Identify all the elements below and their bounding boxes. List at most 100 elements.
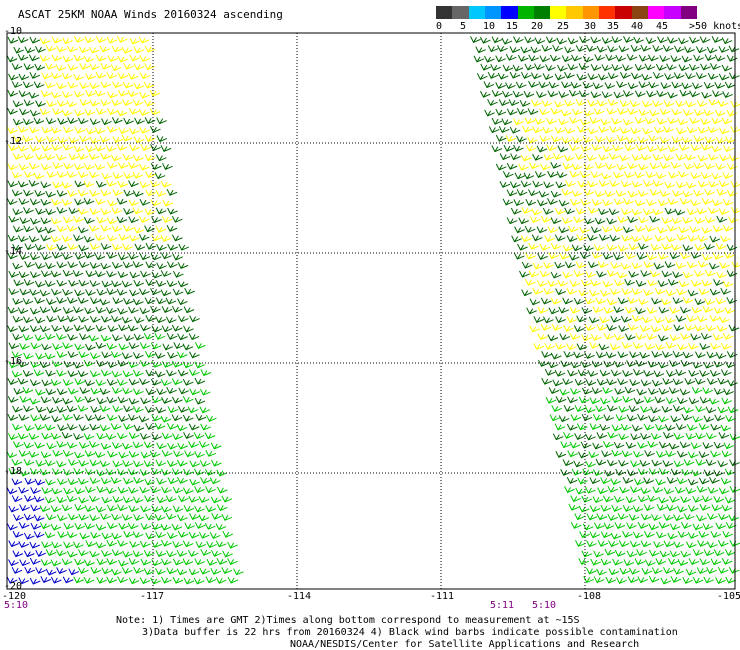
wind-barb bbox=[193, 577, 205, 585]
wind-barb bbox=[155, 531, 166, 539]
wind-barb bbox=[589, 117, 601, 124]
wind-barb bbox=[195, 541, 207, 549]
wind-barb bbox=[173, 450, 184, 458]
wind-barb bbox=[140, 397, 151, 405]
wind-barb bbox=[150, 199, 162, 207]
wind-barb bbox=[73, 215, 84, 223]
wind-barb bbox=[129, 37, 141, 45]
wind-barb bbox=[95, 107, 107, 115]
wind-barb bbox=[558, 306, 569, 314]
wind-barb bbox=[696, 567, 708, 575]
wind-barb bbox=[52, 343, 63, 350]
wind-barb bbox=[139, 198, 151, 206]
wind-barb bbox=[84, 36, 96, 44]
wind-barb bbox=[144, 45, 156, 53]
wind-barb bbox=[172, 486, 184, 494]
wind-barb bbox=[728, 324, 740, 332]
wind-barb bbox=[670, 468, 682, 476]
wind-barb bbox=[34, 280, 46, 288]
wind-barb bbox=[177, 442, 188, 450]
wind-barb bbox=[112, 405, 123, 413]
wind-barb bbox=[74, 395, 85, 403]
wind-barb bbox=[620, 262, 632, 270]
wind-barb bbox=[575, 207, 587, 215]
wind-barb bbox=[548, 252, 559, 260]
wind-barb bbox=[654, 396, 666, 404]
wind-barb bbox=[29, 397, 41, 405]
wind-barb bbox=[695, 72, 707, 80]
wind-barb bbox=[727, 406, 739, 414]
wind-barb bbox=[640, 153, 652, 161]
wind-barb bbox=[18, 325, 30, 333]
wind-barb bbox=[210, 567, 222, 575]
wind-barb bbox=[521, 289, 532, 297]
wind-barb bbox=[139, 342, 151, 350]
wind-barb bbox=[707, 72, 719, 80]
wind-barb bbox=[665, 235, 677, 243]
wind-barb bbox=[22, 386, 34, 394]
wind-barb bbox=[166, 460, 178, 468]
wind-barb bbox=[581, 414, 593, 421]
wind-barb bbox=[715, 522, 727, 530]
wind-barb bbox=[122, 460, 133, 468]
wind-barb bbox=[132, 99, 144, 106]
wind-barb bbox=[570, 198, 581, 206]
wind-barb bbox=[667, 278, 679, 286]
wind-barb bbox=[45, 298, 57, 306]
wind-barb bbox=[576, 73, 588, 81]
wind-barb bbox=[106, 504, 118, 512]
wind-barb bbox=[29, 271, 41, 279]
wind-barb bbox=[602, 280, 614, 288]
wind-barb bbox=[638, 81, 650, 89]
wind-barb bbox=[727, 379, 738, 387]
wind-barb bbox=[637, 136, 649, 144]
wind-barb bbox=[601, 91, 613, 99]
wind-barb bbox=[635, 280, 647, 287]
wind-barb bbox=[562, 244, 574, 252]
wind-barb bbox=[45, 262, 56, 270]
wind-barb bbox=[686, 423, 698, 431]
wind-barb bbox=[549, 414, 561, 422]
wind-barb bbox=[594, 190, 606, 198]
wind-barb bbox=[599, 369, 611, 377]
wind-barb bbox=[567, 396, 578, 404]
wind-barb bbox=[631, 154, 643, 161]
wind-barb bbox=[578, 63, 590, 70]
wind-barb bbox=[33, 369, 45, 377]
wind-barb bbox=[620, 180, 632, 188]
wind-barb bbox=[690, 442, 702, 450]
wind-barb bbox=[669, 495, 680, 503]
wind-barb bbox=[644, 450, 655, 457]
wind-barb bbox=[679, 197, 691, 205]
wind-barb bbox=[495, 55, 506, 63]
wind-barb bbox=[608, 568, 620, 576]
wind-barb bbox=[56, 99, 68, 107]
wind-barb bbox=[537, 253, 548, 260]
wind-barb bbox=[708, 180, 719, 188]
wind-barb bbox=[106, 36, 118, 44]
wind-barb bbox=[654, 316, 665, 324]
wind-barb bbox=[123, 477, 134, 485]
wind-barb bbox=[52, 181, 63, 189]
wind-barb bbox=[708, 262, 720, 270]
wind-barb bbox=[39, 468, 51, 476]
wind-barb bbox=[617, 216, 629, 224]
wind-barb bbox=[101, 496, 113, 504]
wind-barb bbox=[658, 415, 669, 423]
wind-barb bbox=[728, 566, 740, 574]
wind-barb bbox=[85, 270, 97, 278]
wind-barb bbox=[638, 216, 649, 224]
wind-barb bbox=[199, 460, 211, 467]
wind-barb bbox=[719, 154, 730, 162]
wind-barb bbox=[128, 216, 139, 224]
wind-barb bbox=[499, 153, 511, 161]
wind-barb bbox=[116, 197, 128, 205]
wind-barb bbox=[128, 306, 139, 314]
wind-barb bbox=[520, 71, 532, 79]
wind-barb bbox=[502, 198, 514, 206]
wind-barb bbox=[88, 334, 100, 342]
wind-barb bbox=[57, 136, 69, 144]
wind-barb bbox=[570, 387, 581, 395]
wind-barb bbox=[602, 145, 614, 153]
wind-barb bbox=[514, 172, 526, 180]
